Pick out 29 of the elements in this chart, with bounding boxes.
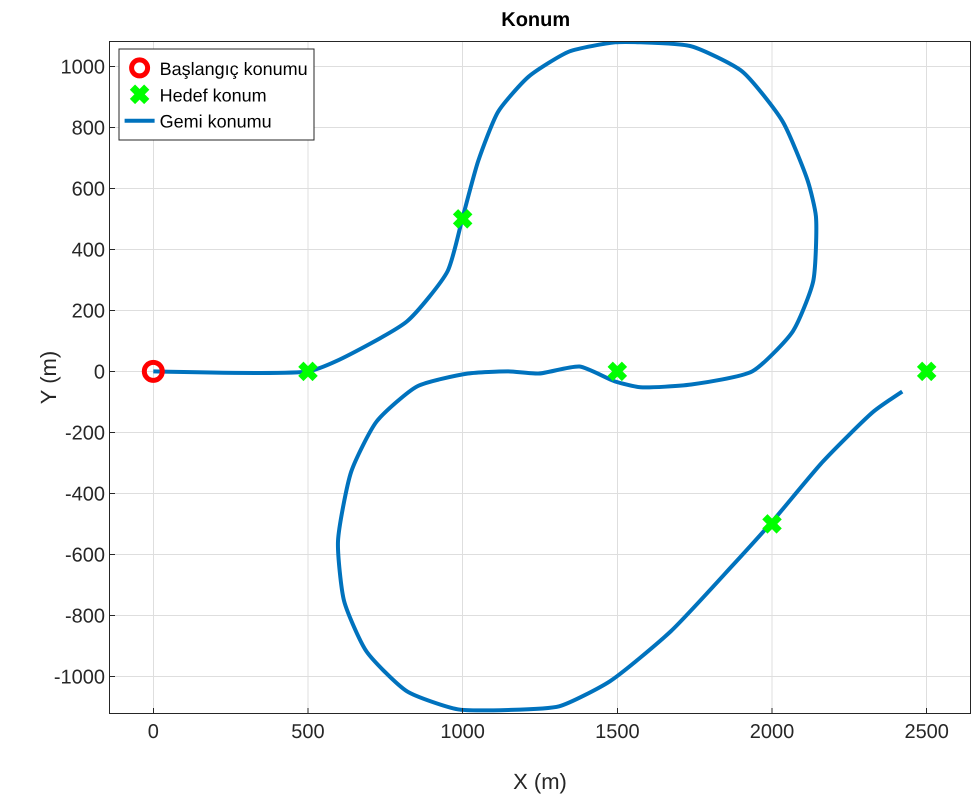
point: [608, 362, 627, 381]
legend-label: Başlangıç konumu: [160, 58, 308, 79]
y-axis-title: Y (m): [36, 350, 61, 404]
legend-label: Hedef konum: [160, 85, 267, 106]
y-tick-label: 800: [72, 117, 105, 140]
point: [142, 360, 165, 383]
legend-label: Gemi konumu: [160, 112, 272, 132]
y-tick-label: -800: [64, 605, 105, 628]
x-tick-label: 1500: [595, 721, 640, 743]
point: [453, 209, 472, 228]
y-tick-label: -400: [64, 483, 105, 506]
point: [298, 362, 318, 381]
x-tick-label: 2000: [750, 721, 794, 743]
x-tick-label: 1000: [440, 721, 485, 743]
y-tick-label: -600: [64, 544, 105, 566]
x-axis-title: X (m): [513, 769, 567, 794]
y-tick-label: -200: [64, 422, 105, 444]
x-tick-label: 0: [148, 721, 159, 743]
y-tick-label: -1000: [54, 666, 105, 688]
y-tick-label: 1000: [60, 56, 105, 78]
y-tick-label: 600: [72, 178, 105, 200]
point: [762, 514, 782, 534]
chart-title: Konum: [501, 8, 570, 31]
point: [917, 362, 936, 381]
x-tick-label: 500: [291, 721, 325, 743]
y-tick-label: 200: [72, 300, 105, 322]
x-tick-label: 2500: [904, 721, 949, 743]
y-tick-label: 400: [72, 239, 105, 262]
y-tick-label: 0: [94, 361, 105, 384]
